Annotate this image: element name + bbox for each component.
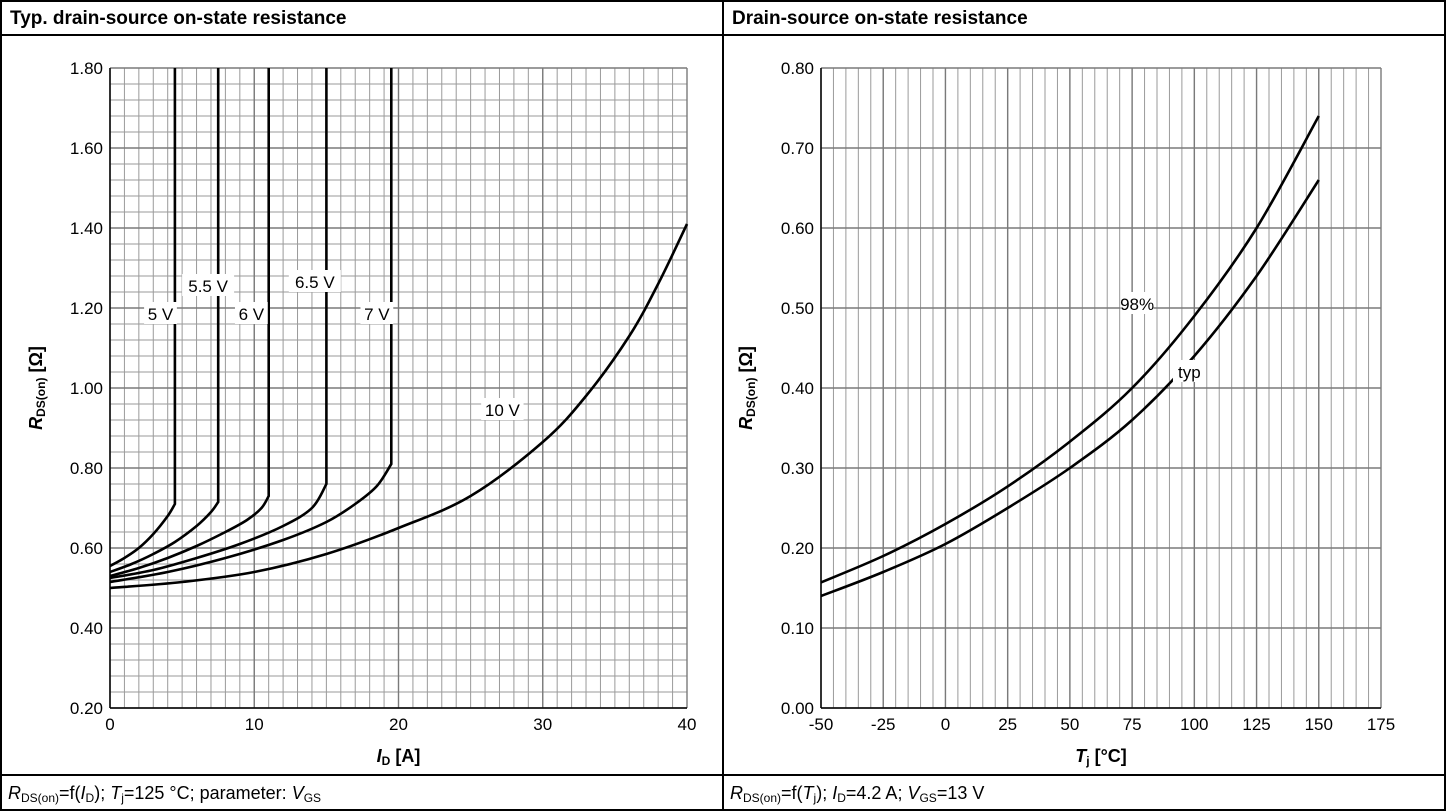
left-chart-caption: RDS(on)=f(ID); Tj=125 °C; parameter: VGS <box>8 783 322 805</box>
x-tick-label: -50 <box>809 715 834 734</box>
curve-label: 6 V <box>239 305 265 324</box>
y-tick-label: 0.70 <box>781 139 814 158</box>
x-axis-label: ID [A] <box>377 746 421 768</box>
y-tick-label: 0.30 <box>781 459 814 478</box>
y-tick-label: 1.40 <box>70 219 103 238</box>
y-tick-label: 1.00 <box>70 379 103 398</box>
right-chart-caption-box: RDS(on)=f(Tj); ID=4.2 A; VGS=13 V <box>723 774 1446 811</box>
right-chart-caption: RDS(on)=f(Tj); ID=4.2 A; VGS=13 V <box>730 783 985 805</box>
series-line-5-V <box>109 68 177 568</box>
y-tick-label: 0.80 <box>70 459 103 478</box>
curve-label: 10 V <box>485 401 521 420</box>
series-line-98 <box>820 115 1320 584</box>
curve-label: 6.5 V <box>295 273 335 292</box>
x-tick-label: 30 <box>533 715 552 734</box>
curve-label-background <box>182 274 235 296</box>
y-tick-label: 0.40 <box>781 379 814 398</box>
x-tick-label: 50 <box>1060 715 1079 734</box>
y-tick-label: 0.50 <box>781 299 814 318</box>
series-line-6-5-V <box>109 68 328 580</box>
right-chart-body: -50 -25 0 25 50 75 100 125 150 175 0.00 0.10 0.20 0.3… <box>723 34 1446 774</box>
series-line-5-5-V <box>109 68 220 574</box>
right-chart-svg: -50 -25 0 25 50 75 100 125 150 175 0.00 0.10 0.20 0.3… <box>736 59 1395 768</box>
curve-label-background <box>481 398 524 420</box>
y-tick-label: 1.60 <box>70 139 103 158</box>
y-tick-label: 0.20 <box>781 539 814 558</box>
y-tick-label: 0.20 <box>70 699 103 718</box>
curve-label-background <box>234 302 268 324</box>
y-tick-label: 0.00 <box>781 699 814 718</box>
grid-major <box>820 67 1382 709</box>
curve-label-background <box>360 302 394 324</box>
x-tick-label: 40 <box>678 715 697 734</box>
y-axis-label: RDS(on) [Ω] <box>736 346 758 430</box>
curve-label: typ <box>1178 363 1201 382</box>
left-chart-body: 0 10 20 30 40 0.20 0.40 0.60 0.80 1.00 1.20 1.40 1.6… <box>0 34 723 774</box>
y-tick-label: 0.10 <box>781 619 814 638</box>
series-line-6-V <box>109 68 270 578</box>
x-tick-label: 125 <box>1242 715 1270 734</box>
x-tick-label: 175 <box>1367 715 1395 734</box>
left-chart-panel: Typ. drain-source on-state resistance 0 1… <box>0 0 723 811</box>
curve-label-background <box>1120 292 1154 314</box>
right-chart-header: Drain-source on-state resistance <box>723 0 1446 36</box>
series-line-10-V <box>109 223 689 590</box>
right-chart-panel: Drain-source on-state resistance -50 -25 0… <box>723 0 1446 811</box>
series-line-7-V <box>109 68 393 584</box>
x-tick-label: 100 <box>1180 715 1208 734</box>
left-chart-title: Typ. drain-source on-state resistance <box>10 8 347 29</box>
y-axis-label: RDS(on) [Ω] <box>26 346 48 430</box>
left-chart-caption-box: RDS(on)=f(ID); Tj=125 °C; parameter: VGS <box>0 774 723 811</box>
curve-label: 7 V <box>364 305 390 324</box>
curve-label-background <box>288 270 341 292</box>
y-tick-label: 0.60 <box>781 219 814 238</box>
y-tick-label: 0.60 <box>70 539 103 558</box>
left-chart-svg: 0 10 20 30 40 0.20 0.40 0.60 0.80 1.00 1.20 1.40 1.6… <box>26 59 697 768</box>
x-tick-label: 25 <box>998 715 1017 734</box>
series-line-typ <box>820 179 1320 598</box>
curve-label-background <box>1172 360 1206 382</box>
x-axis-label: Tj [°C] <box>1075 746 1127 768</box>
x-tick-label: 10 <box>245 715 264 734</box>
y-tick-label: 0.80 <box>781 59 814 78</box>
x-tick-label: -25 <box>871 715 896 734</box>
x-tick-label: 0 <box>105 715 114 734</box>
x-tick-label: 20 <box>389 715 408 734</box>
y-tick-label: 1.20 <box>70 299 103 318</box>
y-tick-label: 1.80 <box>70 59 103 78</box>
x-tick-label: 75 <box>1123 715 1142 734</box>
y-tick-label: 0.40 <box>70 619 103 638</box>
curve-label-background <box>144 302 177 324</box>
left-chart-header: Typ. drain-source on-state resistance <box>0 0 723 36</box>
curve-label: 98% <box>1120 295 1154 314</box>
right-chart-title: Drain-source on-state resistance <box>732 8 1028 29</box>
curve-label: 5.5 V <box>188 277 228 296</box>
curve-label: 5 V <box>148 305 174 324</box>
x-tick-label: 0 <box>941 715 950 734</box>
x-tick-label: 150 <box>1305 715 1333 734</box>
